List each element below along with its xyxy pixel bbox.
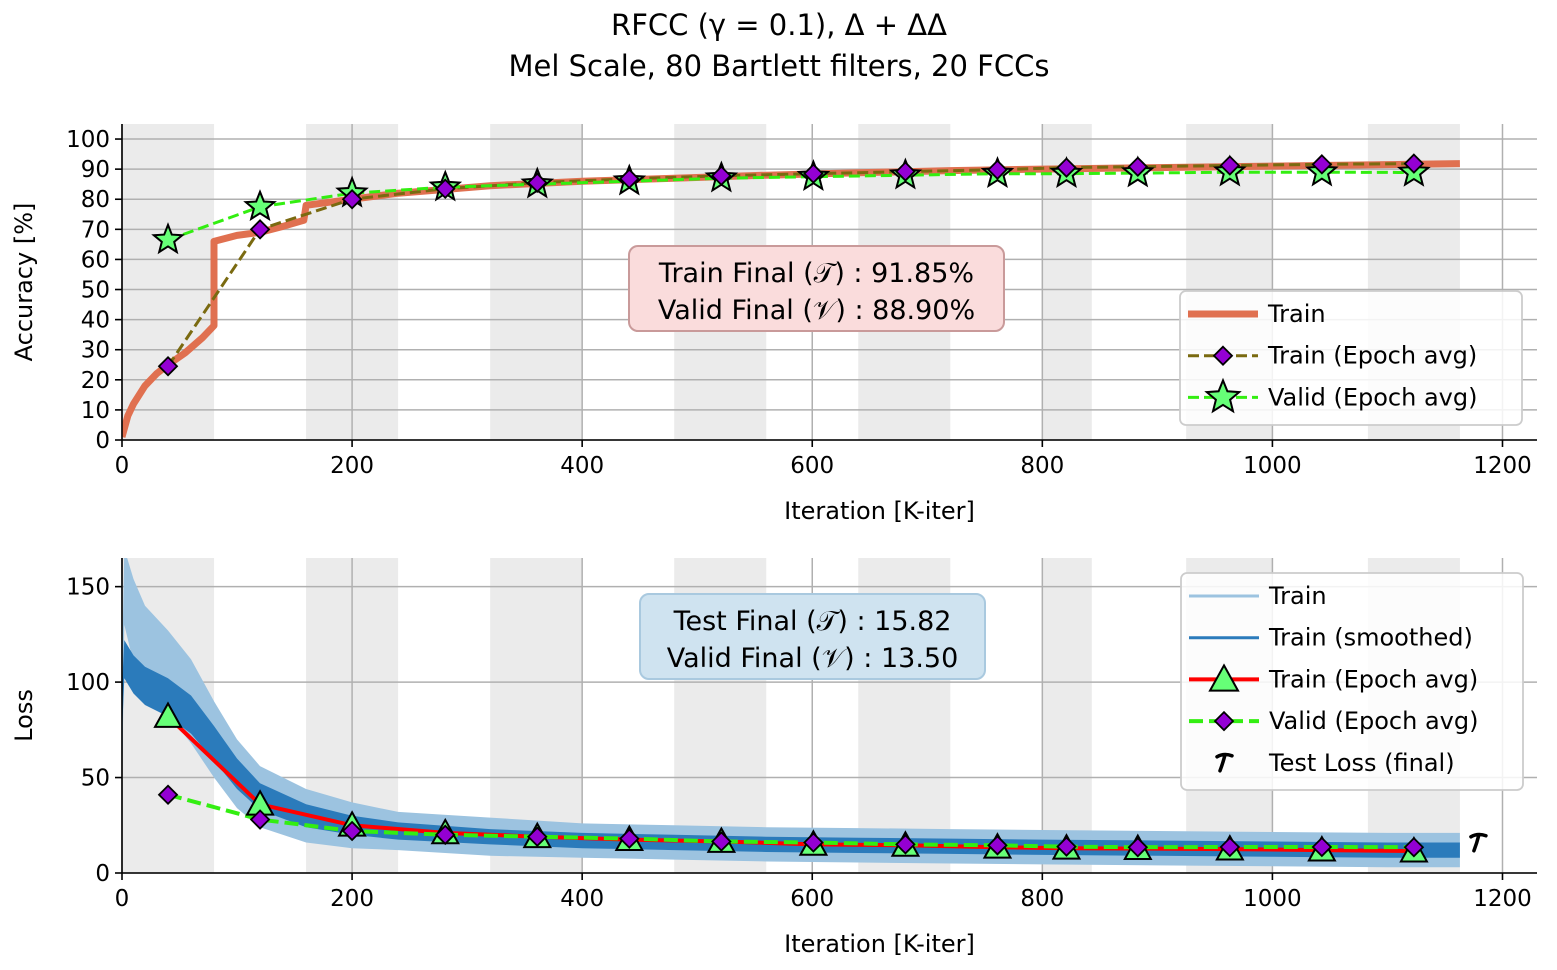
final-metric-line-2: Valid Final (𝒱) : 13.50 bbox=[667, 643, 959, 674]
train-epoch-avg-point bbox=[1056, 157, 1077, 178]
valid-epoch-avg-loss-point bbox=[895, 834, 916, 855]
train-epoch-avg-point bbox=[711, 165, 732, 187]
train-epoch-avg-point bbox=[434, 178, 456, 199]
final-metrics-box bbox=[639, 593, 986, 680]
valid-epoch-avg-loss-point bbox=[1127, 836, 1149, 858]
train-epoch-avg-point bbox=[249, 219, 271, 240]
x-tick-label: 200 bbox=[330, 886, 374, 912]
train-epoch-avg-point bbox=[619, 168, 640, 190]
legend-label: Train (Epoch avg) bbox=[1267, 342, 1477, 370]
valid-epoch-avg-loss-point bbox=[619, 828, 640, 849]
valid-epoch-avg-loss-point bbox=[711, 831, 732, 852]
x-tick-label: 600 bbox=[790, 886, 834, 912]
y-tick-label: 0 bbox=[95, 861, 110, 887]
x-tick-label: 800 bbox=[1020, 453, 1064, 479]
final-metric-line-1: Train Final (𝒯) : 91.85% bbox=[658, 258, 974, 289]
x-tick-label: 800 bbox=[1020, 886, 1064, 912]
x-tick-label: 400 bbox=[560, 453, 604, 479]
x-tick-label: 0 bbox=[115, 453, 130, 479]
legend-marker-star bbox=[1204, 377, 1242, 414]
final-metric-line-1: Test Final (𝒯) : 15.82 bbox=[673, 606, 952, 637]
valid-epoch-avg-loss-point bbox=[527, 826, 548, 848]
loss-axes: 0 200 400 600 800 1000 1200 0 50 100 150 Iteration … bbox=[10, 558, 1537, 958]
valid-epoch-avg-loss-point bbox=[341, 820, 363, 842]
legend-label: Train (smoothed) bbox=[1268, 624, 1473, 652]
legend-label: Test Loss (final) bbox=[1268, 749, 1455, 777]
legend-label: Valid (Epoch avg) bbox=[1269, 707, 1478, 735]
legend-box bbox=[1180, 572, 1524, 791]
y-tick-label: 70 bbox=[81, 217, 110, 243]
y-tick-label: 20 bbox=[81, 368, 110, 394]
epoch-band bbox=[122, 124, 215, 440]
valid-epoch-avg-loss-point bbox=[157, 784, 179, 806]
valid-epoch-avg-loss-point bbox=[249, 809, 271, 830]
final-metrics-box bbox=[628, 245, 1005, 332]
train-epoch-avg-point bbox=[987, 159, 1008, 181]
x-tick-label: 1000 bbox=[1243, 453, 1302, 479]
train-loss-raw bbox=[122, 558, 1460, 868]
train-epoch-avg-point bbox=[157, 355, 179, 377]
title-line-2: Mel Scale, 80 Bartlett filters, 20 FCCs bbox=[509, 49, 1050, 83]
y-tick-label: 50 bbox=[81, 278, 110, 304]
x-axis-label: Iteration [K-iter] bbox=[784, 930, 975, 958]
legend-marker-triangle bbox=[1208, 663, 1240, 692]
test-loss-marker bbox=[1469, 832, 1488, 853]
final-metric-line-2: Valid Final (𝒱) : 88.90% bbox=[658, 295, 975, 326]
valid-epoch-avg-point bbox=[151, 222, 185, 255]
train-epoch-avg-point bbox=[803, 163, 824, 184]
valid-epoch-avg-loss-point bbox=[1219, 836, 1241, 858]
accuracy-axes: 0 200 400 600 800 1000 1200 0 10 20 30 40 50 60 70 80 90… bbox=[10, 124, 1537, 525]
legend-label: Train bbox=[1267, 300, 1326, 328]
train-epoch-avg-point bbox=[1219, 155, 1241, 176]
legend-marker-diamond bbox=[1212, 345, 1234, 366]
y-tick-label: 30 bbox=[81, 338, 110, 364]
y-tick-label: 40 bbox=[81, 308, 110, 334]
y-tick-label: 150 bbox=[66, 575, 110, 601]
legend-marker-diamond bbox=[1213, 710, 1235, 732]
y-axis-label: Loss bbox=[10, 689, 38, 742]
legend-label: Train (Epoch avg) bbox=[1268, 665, 1478, 693]
x-tick-label: 1000 bbox=[1243, 886, 1302, 912]
y-tick-label: 80 bbox=[81, 187, 110, 213]
x-tick-label: 1200 bbox=[1473, 886, 1532, 912]
y-tick-label: 0 bbox=[95, 428, 110, 454]
y-tick-label: 60 bbox=[81, 247, 110, 273]
x-tick-label: 400 bbox=[560, 886, 604, 912]
x-tick-label: 0 bbox=[115, 886, 130, 912]
valid-epoch-avg-loss-point bbox=[987, 835, 1008, 856]
plot-area bbox=[122, 153, 1460, 438]
x-tick-label: 200 bbox=[330, 453, 374, 479]
train-epoch-avg-point bbox=[895, 161, 916, 182]
x-tick-label: 1200 bbox=[1473, 453, 1532, 479]
legend-marker-test bbox=[1215, 752, 1234, 773]
y-tick-label: 90 bbox=[81, 157, 110, 183]
legend-label: Train bbox=[1268, 582, 1327, 610]
legend-label: Valid (Epoch avg) bbox=[1268, 383, 1477, 411]
valid-epoch-avg-loss-point bbox=[1056, 836, 1077, 857]
epoch-band bbox=[1042, 558, 1092, 873]
valid-epoch-avg-loss-point bbox=[434, 824, 456, 846]
valid-epoch-avg-point bbox=[243, 189, 277, 222]
y-tick-label: 100 bbox=[66, 127, 110, 153]
y-axis-label: Accuracy [%] bbox=[10, 203, 38, 362]
train-epoch-avg-point bbox=[1403, 153, 1425, 174]
y-tick-label: 10 bbox=[81, 398, 110, 424]
x-axis-label: Iteration [K-iter] bbox=[784, 497, 975, 525]
train-epoch-avg-point bbox=[1311, 154, 1333, 175]
train-epoch-avg-loss-point bbox=[153, 701, 183, 728]
y-tick-label: 50 bbox=[81, 766, 110, 792]
y-tick-label: 100 bbox=[66, 670, 110, 696]
plot-area bbox=[122, 558, 1488, 868]
train-epoch-avg-point bbox=[1127, 156, 1149, 178]
x-tick-label: 600 bbox=[790, 453, 834, 479]
train-epoch-avg-point bbox=[527, 172, 548, 193]
valid-epoch-avg-loss-point bbox=[1403, 836, 1425, 858]
valid-epoch-avg-loss-point bbox=[803, 832, 824, 853]
title-line-1: RFCC (γ = 0.1), Δ + ΔΔ bbox=[611, 8, 947, 42]
valid-epoch-avg-loss-point bbox=[1311, 836, 1333, 858]
legend-box bbox=[1179, 290, 1523, 426]
train-epoch-avg-point bbox=[341, 188, 363, 210]
